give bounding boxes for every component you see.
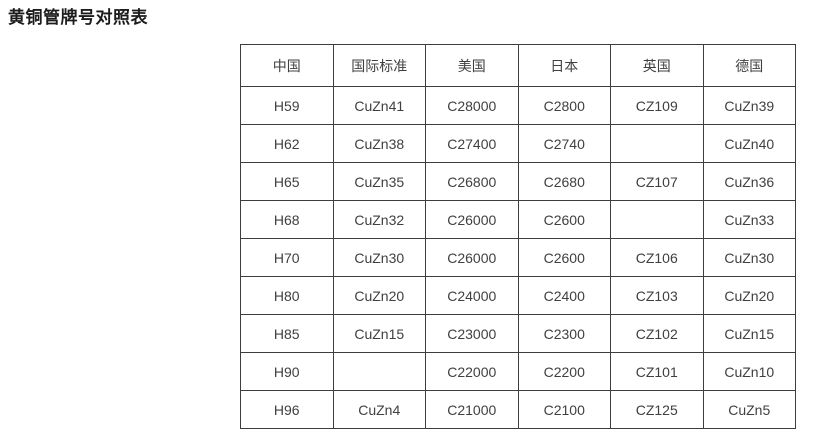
table-cell: CZ109 — [610, 86, 704, 125]
table-row: H85 CuZn15 C23000 C2300 CZ102 CuZn15 — [240, 314, 796, 353]
table-cell: H59 — [240, 86, 334, 125]
table-cell: CuZn41 — [332, 86, 426, 125]
table-cell: C2200 — [517, 352, 611, 391]
table-cell: C2100 — [517, 390, 611, 429]
table-cell: CZ107 — [610, 162, 704, 201]
table-cell: CZ125 — [610, 390, 704, 429]
table-cell: C27400 — [425, 124, 519, 163]
table-row: H65 CuZn35 C26800 C2680 CZ107 CuZn36 — [240, 162, 796, 201]
table-cell: C2400 — [517, 276, 611, 315]
table-cell: C2600 — [517, 238, 611, 277]
table-cell: CuZn15 — [332, 314, 426, 353]
table-cell: CuZn33 — [702, 200, 796, 239]
table-cell: C21000 — [425, 390, 519, 429]
table-cell: H96 — [240, 390, 334, 429]
table-cell: CuZn36 — [702, 162, 796, 201]
table-cell: CuZn10 — [702, 352, 796, 391]
table-row: H59 CuZn41 C28000 C2800 CZ109 CuZn39 — [240, 86, 796, 125]
table-cell: CuZn35 — [332, 162, 426, 201]
table-row: H62 CuZn38 C27400 C2740 CuZn40 — [240, 124, 796, 163]
table-cell — [610, 124, 704, 163]
table-row: H70 CuZn30 C26000 C2600 CZ106 CuZn30 — [240, 238, 796, 277]
table-cell: C2740 — [517, 124, 611, 163]
table-header-row: 中国 国际标准 美国 日本 英国 德国 — [240, 44, 796, 87]
table-cell: CuZn38 — [332, 124, 426, 163]
table-cell: CuZn15 — [702, 314, 796, 353]
page-title: 黄铜管牌号对照表 — [8, 8, 148, 27]
table-cell — [332, 352, 426, 391]
table-cell: C2600 — [517, 200, 611, 239]
table-cell: C2300 — [517, 314, 611, 353]
table-cell: CZ106 — [610, 238, 704, 277]
header-cell: 中国 — [240, 44, 334, 87]
header-cell: 国际标准 — [332, 44, 426, 87]
table-cell: CuZn32 — [332, 200, 426, 239]
table-cell: CZ102 — [610, 314, 704, 353]
table-cell: C24000 — [425, 276, 519, 315]
table-cell: H80 — [240, 276, 334, 315]
table-cell: C2800 — [517, 86, 611, 125]
table-cell: CZ101 — [610, 352, 704, 391]
table-cell: H62 — [240, 124, 334, 163]
table-cell: C28000 — [425, 86, 519, 125]
table-cell: C23000 — [425, 314, 519, 353]
table-cell: H70 — [240, 238, 334, 277]
table-cell: CuZn4 — [332, 390, 426, 429]
table-cell: H90 — [240, 352, 334, 391]
table-cell: CuZn5 — [702, 390, 796, 429]
table-cell: H65 — [240, 162, 334, 201]
table-cell: CuZn20 — [702, 276, 796, 315]
table-cell: CuZn39 — [702, 86, 796, 125]
table-row: H96 CuZn4 C21000 C2100 CZ125 CuZn5 — [240, 390, 796, 429]
table-cell: H68 — [240, 200, 334, 239]
table-body: H59 CuZn41 C28000 C2800 CZ109 CuZn39 H62 CuZn38… — [240, 86, 796, 429]
table-header: 中国 国际标准 美国 日本 英国 德国 — [240, 44, 796, 87]
table-cell: C2680 — [517, 162, 611, 201]
table-cell: C26000 — [425, 238, 519, 277]
table-cell: CuZn20 — [332, 276, 426, 315]
header-cell: 日本 — [517, 44, 611, 87]
brass-grade-comparison-table: 中国 国际标准 美国 日本 英国 德国 H59 CuZn41 C28000 C2800 CZ109… — [240, 44, 796, 429]
table-cell: C26800 — [425, 162, 519, 201]
table-cell: C26000 — [425, 200, 519, 239]
header-cell: 英国 — [610, 44, 704, 87]
table-cell: CuZn30 — [332, 238, 426, 277]
header-cell: 德国 — [702, 44, 796, 87]
table-cell — [610, 200, 704, 239]
table-row: H90 C22000 C2200 CZ101 CuZn10 — [240, 352, 796, 391]
table-cell: CuZn30 — [702, 238, 796, 277]
table-cell: H85 — [240, 314, 334, 353]
table-cell: C22000 — [425, 352, 519, 391]
header-cell: 美国 — [425, 44, 519, 87]
table-cell: CZ103 — [610, 276, 704, 315]
table-row: H68 CuZn32 C26000 C2600 CuZn33 — [240, 200, 796, 239]
table-row: H80 CuZn20 C24000 C2400 CZ103 CuZn20 — [240, 276, 796, 315]
table-cell: CuZn40 — [702, 124, 796, 163]
